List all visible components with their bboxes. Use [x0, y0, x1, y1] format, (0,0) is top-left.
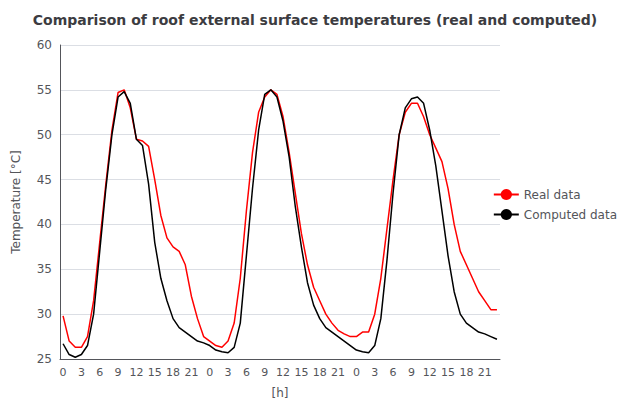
svg-text:Real data: Real data — [524, 188, 581, 202]
svg-text:6: 6 — [390, 366, 397, 379]
svg-text:15: 15 — [294, 366, 308, 379]
svg-text:0: 0 — [206, 366, 213, 379]
svg-text:15: 15 — [441, 366, 455, 379]
svg-text:18: 18 — [313, 366, 327, 379]
svg-text:45: 45 — [37, 173, 52, 187]
svg-text:6: 6 — [243, 366, 250, 379]
svg-text:9: 9 — [115, 366, 122, 379]
svg-text:Computed data: Computed data — [524, 208, 617, 222]
svg-text:60: 60 — [37, 38, 52, 52]
svg-text:3: 3 — [225, 366, 232, 379]
svg-text:50: 50 — [37, 128, 52, 142]
svg-text:Temperature [°C]: Temperature [°C] — [9, 150, 23, 255]
svg-text:9: 9 — [408, 366, 415, 379]
svg-text:30: 30 — [37, 307, 52, 321]
svg-text:55: 55 — [37, 83, 52, 97]
svg-text:40: 40 — [37, 217, 52, 231]
svg-text:35: 35 — [37, 262, 52, 276]
svg-text:3: 3 — [371, 366, 378, 379]
svg-text:18: 18 — [166, 366, 180, 379]
svg-text:15: 15 — [148, 366, 162, 379]
svg-text:12: 12 — [129, 366, 143, 379]
svg-text:[h]: [h] — [272, 386, 289, 400]
svg-text:Comparison of roof external su: Comparison of roof external surface temp… — [33, 12, 597, 28]
svg-text:12: 12 — [276, 366, 290, 379]
svg-text:9: 9 — [261, 366, 268, 379]
svg-text:21: 21 — [331, 366, 345, 379]
svg-text:25: 25 — [37, 352, 52, 366]
svg-text:0: 0 — [60, 366, 67, 379]
svg-text:3: 3 — [78, 366, 85, 379]
svg-text:0: 0 — [353, 366, 360, 379]
svg-text:18: 18 — [459, 366, 473, 379]
svg-text:21: 21 — [478, 366, 492, 379]
svg-text:12: 12 — [423, 366, 437, 379]
svg-text:6: 6 — [96, 366, 103, 379]
svg-text:21: 21 — [184, 366, 198, 379]
